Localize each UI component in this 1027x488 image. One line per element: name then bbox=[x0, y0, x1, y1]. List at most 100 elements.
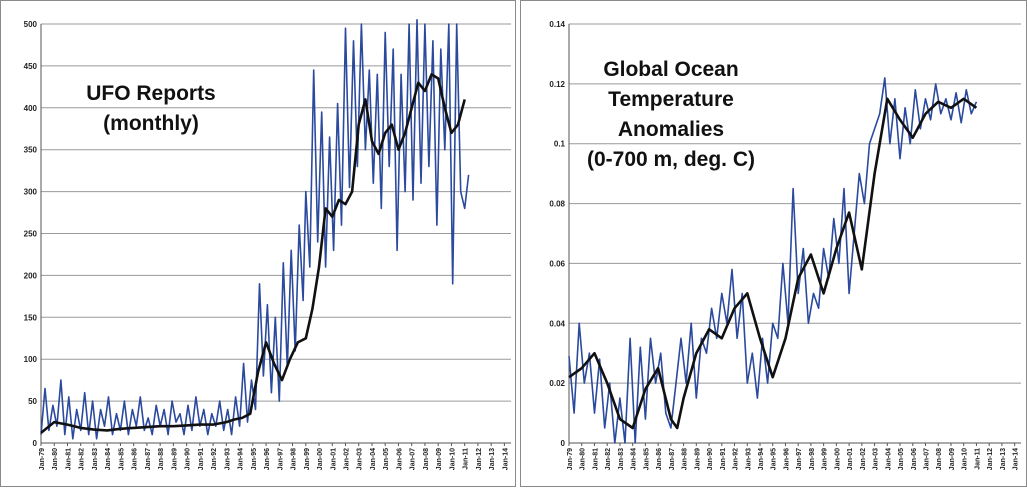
ufo-xtick-label: Jan-90 bbox=[185, 448, 192, 470]
ufo-xtick-label: Jan-02 bbox=[344, 448, 351, 470]
ufo-xtick-label: Jan-94 bbox=[238, 448, 245, 470]
ufo-xtick-label: Jan-93 bbox=[224, 448, 231, 470]
ufo-xtick-label: Jan-03 bbox=[357, 448, 364, 470]
ocean-xtick-label: Jan-83 bbox=[618, 448, 625, 470]
ufo-xtick-label: Jan-97 bbox=[277, 448, 284, 470]
ocean-ytick-label: 0.12 bbox=[549, 80, 565, 89]
ocean-temperature-plot: 0 0.02 0.04 0.06 0.08 0.1 0.12 0.14 Jan-79 Jan-80… bbox=[549, 20, 1021, 470]
ufo-xtick-label: Jan-92 bbox=[211, 448, 218, 470]
ocean-xtick-label: Jan-90 bbox=[707, 448, 714, 470]
ufo-xtick-label: Jan-08 bbox=[423, 448, 430, 470]
ocean-xtick-label: Jan-99 bbox=[822, 448, 829, 470]
ufo-xtick-label: Jan-14 bbox=[502, 448, 509, 470]
ufo-xtick-label: Jan-91 bbox=[198, 448, 205, 470]
ocean-xtick-label: Jan-14 bbox=[1013, 448, 1020, 470]
ufo-xtick-label: Jan-85 bbox=[118, 448, 125, 470]
ufo-xtick-label: Jan-99 bbox=[304, 448, 311, 470]
ufo-ytick-label: 350 bbox=[24, 146, 38, 155]
ocean-xtick-label: Jan-10 bbox=[962, 448, 969, 470]
ocean-xtick-label: Jan-05 bbox=[898, 448, 905, 470]
ufo-ytick-label: 150 bbox=[24, 313, 38, 322]
ocean-xtick-label: Jan-85 bbox=[643, 448, 650, 470]
ocean-xtick-label: Jan-87 bbox=[669, 448, 676, 470]
ufo-xtick-label: Jan-10 bbox=[449, 448, 456, 470]
ocean-xtick-label: Jan-91 bbox=[720, 448, 727, 470]
ufo-xtick-label: Jan-79 bbox=[39, 448, 46, 470]
ufo-ytick-label: 50 bbox=[28, 397, 37, 406]
ufo-ytick-label: 500 bbox=[24, 20, 38, 29]
ufo-xtick-label: Jan-98 bbox=[291, 448, 298, 470]
ocean-xtick-label: Jan-82 bbox=[605, 448, 612, 470]
ufo-xtick-label: Jan-09 bbox=[436, 448, 443, 470]
ocean-xtick-label: Jan-92 bbox=[733, 448, 740, 470]
ocean-xtick-label: Jan-07 bbox=[924, 448, 931, 470]
ufo-xtick-label: Jan-11 bbox=[463, 448, 470, 470]
ocean-ytick-label: 0.02 bbox=[549, 379, 565, 388]
ocean-xtick-label: Jan-02 bbox=[860, 448, 867, 470]
ocean-xtick-label: Jan-80 bbox=[580, 448, 587, 470]
ocean-xtick-label: Jan-98 bbox=[809, 448, 816, 470]
ufo-xtick-label: Jan-82 bbox=[79, 448, 86, 470]
ufo-xtick-label: Jan-80 bbox=[52, 448, 59, 470]
ocean-xtick-label: Jan-97 bbox=[796, 448, 803, 470]
ocean-title-line-2: Temperature bbox=[608, 88, 734, 111]
ocean-xtick-label: Jan-81 bbox=[592, 448, 599, 470]
ocean-ytick-label: 0.1 bbox=[554, 140, 566, 149]
ufo-xtick-label: Jan-89 bbox=[171, 448, 178, 470]
ufo-title-line-2: (monthly) bbox=[103, 112, 199, 135]
ocean-xtick-label: Jan-89 bbox=[694, 448, 701, 470]
ocean-xtick-label: Jan-01 bbox=[847, 448, 854, 470]
ocean-ytick-label: 0.14 bbox=[549, 20, 565, 29]
ufo-xtick-label: Jan-87 bbox=[145, 448, 152, 470]
ocean-title-line-4: (0-700 m, deg. C) bbox=[586, 148, 756, 171]
ocean-title-line-1: Global Ocean bbox=[603, 58, 739, 81]
ocean-xtick-label: Jan-79 bbox=[567, 448, 574, 470]
ocean-xtick-label: Jan-94 bbox=[758, 448, 765, 470]
ufo-xtick-label: Jan-12 bbox=[476, 448, 483, 470]
ocean-ytick-label: 0.08 bbox=[549, 200, 565, 209]
ocean-xtick-label: Jan-12 bbox=[987, 448, 994, 470]
ufo-reports-chart: 0 50 100 150 200 250 300 350 400 450 500 Jan-79 Jan-… bbox=[0, 0, 516, 487]
ufo-xtick-label: Jan-04 bbox=[370, 448, 377, 470]
ocean-series-moving-average bbox=[568, 97, 978, 430]
ufo-xtick-label: Jan-81 bbox=[65, 448, 72, 470]
ocean-xtick-label: Jan-06 bbox=[911, 448, 918, 470]
ufo-xtick-label: Jan-06 bbox=[396, 448, 403, 470]
ocean-ytick-label: 0.06 bbox=[549, 259, 565, 268]
ufo-xtick-label: Jan-00 bbox=[317, 448, 324, 470]
ocean-xtick-label: Jan-00 bbox=[834, 448, 841, 470]
ufo-series-moving-average bbox=[40, 73, 466, 434]
ufo-title-line-1: UFO Reports bbox=[86, 82, 216, 105]
ocean-xtick-label: Jan-03 bbox=[873, 448, 880, 470]
ufo-xtick-label: Jan-88 bbox=[158, 448, 165, 470]
ocean-xtick-label: Jan-04 bbox=[885, 448, 892, 470]
ufo-xtick-label: Jan-01 bbox=[330, 448, 337, 470]
ufo-ytick-label: 400 bbox=[24, 104, 38, 113]
ufo-xtick-label: Jan-83 bbox=[92, 448, 99, 470]
ocean-xtick-label: Jan-08 bbox=[936, 448, 943, 470]
ufo-xtick-label: Jan-07 bbox=[410, 448, 417, 470]
ufo-ytick-label: 100 bbox=[24, 355, 38, 364]
ufo-ytick-label: 250 bbox=[24, 230, 38, 239]
ocean-xtick-label: Jan-95 bbox=[771, 448, 778, 470]
ocean-xtick-label: Jan-09 bbox=[949, 448, 956, 470]
ocean-temperature-chart: 0 0.02 0.04 0.06 0.08 0.1 0.12 0.14 Jan-79 Jan-80… bbox=[520, 0, 1027, 487]
ocean-xtick-label: Jan-88 bbox=[682, 448, 689, 470]
ocean-xtick-label: Jan-11 bbox=[974, 448, 981, 470]
ocean-xtick-label: Jan-86 bbox=[656, 448, 663, 470]
ufo-xtick-label: Jan-86 bbox=[132, 448, 139, 470]
ocean-xtick-label: Jan-93 bbox=[745, 448, 752, 470]
ufo-ytick-label: 450 bbox=[24, 62, 38, 71]
ufo-ytick-label: 200 bbox=[24, 271, 38, 280]
ufo-ytick-label: 0 bbox=[33, 439, 38, 448]
ocean-temperature-title: Global Ocean Temperature Anomalies (0-70… bbox=[566, 55, 776, 175]
ufo-reports-title: UFO Reports (monthly) bbox=[76, 79, 226, 139]
ufo-xtick-label: Jan-95 bbox=[251, 448, 258, 470]
ocean-title-line-3: Anomalies bbox=[617, 118, 725, 141]
ufo-ytick-label: 300 bbox=[24, 188, 38, 197]
ocean-ytick-label: 0 bbox=[561, 439, 566, 448]
ufo-xtick-label: Jan-13 bbox=[489, 448, 496, 470]
ocean-xtick-label: Jan-13 bbox=[1000, 448, 1007, 470]
ufo-reports-plot: 0 50 100 150 200 250 300 350 400 450 500 Jan-79 Jan-… bbox=[24, 18, 511, 470]
ufo-xtick-label: Jan-05 bbox=[383, 448, 390, 470]
